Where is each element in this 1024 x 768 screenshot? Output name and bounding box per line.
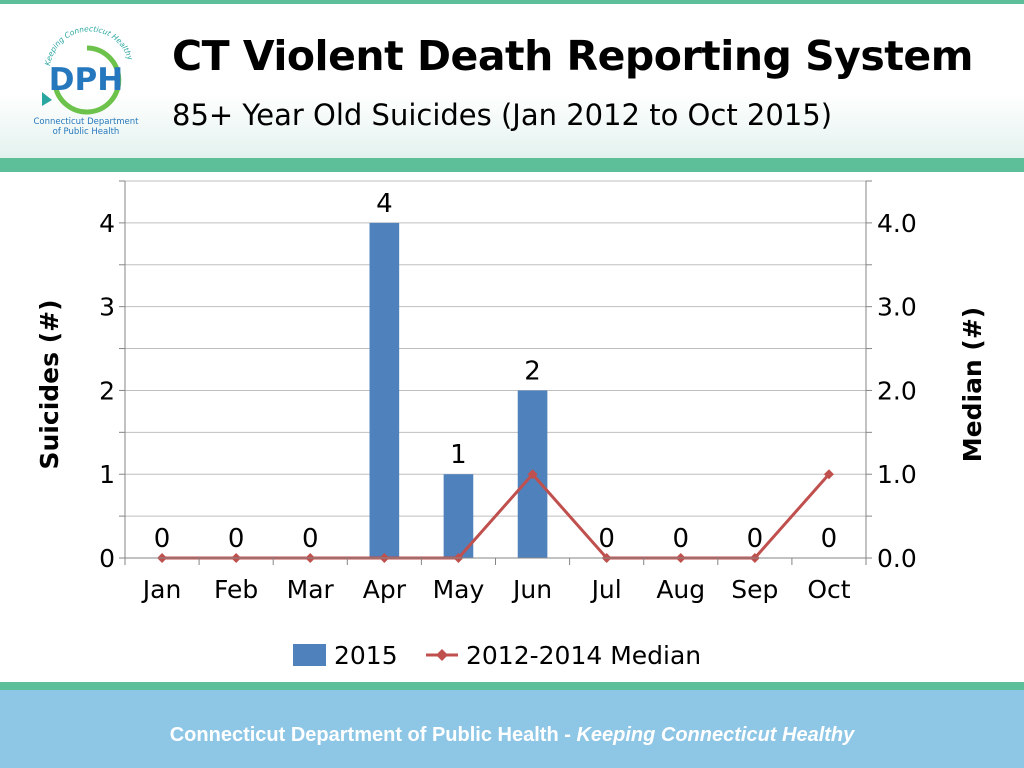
bar-may [443, 474, 474, 558]
legend-label-median: 2012-2014 Median [466, 641, 701, 670]
median-point-oct [823, 469, 834, 480]
data-label-oct: 0 [821, 524, 838, 554]
x-tick-label-aug: Aug [656, 575, 705, 604]
data-label-sep: 0 [747, 524, 764, 554]
x-tick-label-feb: Feb [214, 575, 258, 604]
y-tick-label: 2 [99, 376, 115, 405]
chart-legend: 2015 2012-2014 Median [293, 641, 701, 670]
legend-label-2015: 2015 [334, 641, 398, 670]
y2-axis-title: Median (#) [958, 307, 987, 462]
logo-speech-tail [42, 92, 52, 106]
data-label-jan: 0 [154, 524, 171, 554]
x-tick-label-may: May [433, 575, 485, 604]
logo-ring [52, 45, 122, 115]
legend-swatch-2015 [293, 644, 326, 666]
y2-tick-label: 2.0 [877, 376, 917, 405]
data-labels: 0 0 0 4 1 2 0 0 0 0 [154, 189, 837, 554]
y2-tick-label: 0.0 [877, 544, 917, 573]
chart-axes: 0 1 2 3 4 0.0 1.0 2.0 3.0 4.0 Jan Feb Mar Apr May Jun Ju… [35, 180, 987, 604]
footer-text: Connecticut Department of Public Health … [0, 724, 1024, 747]
header: Keeping Connecticut Healthy DPH Connecti… [0, 0, 1024, 172]
x-tick-label-jun: Jun [511, 575, 552, 604]
y2-tick-label: 4.0 [877, 209, 917, 238]
page-subtitle: 85+ Year Old Suicides (Jan 2012 to Oct 2… [172, 98, 833, 132]
x-tick-label-sep: Sep [731, 575, 778, 604]
y-axis-title: Suicides (#) [35, 300, 64, 470]
data-label-mar: 0 [302, 524, 319, 554]
bar-apr [369, 222, 400, 558]
y-tick-label: 4 [99, 209, 115, 238]
header-divider [0, 158, 1024, 172]
median-point-jun [527, 469, 538, 480]
footer-tagline: Keeping Connecticut Healthy [576, 724, 855, 746]
page-title: CT Violent Death Reporting System [172, 32, 973, 80]
x-tick-label-jul: Jul [590, 575, 622, 604]
logo-caption-line2: of Public Health [53, 127, 120, 137]
y-tick-label: 3 [99, 293, 115, 322]
y2-tick-label: 3.0 [877, 293, 917, 322]
data-label-jun: 2 [524, 356, 541, 386]
legend-swatch-median-marker [436, 649, 448, 661]
logo-caption-line1: Connecticut Department [33, 117, 139, 127]
x-tick-label-jan: Jan [141, 575, 182, 604]
y-tick-label: 1 [99, 460, 115, 489]
dph-logo: Keeping Connecticut Healthy DPH Connecti… [33, 26, 139, 137]
y2-tick-label: 1.0 [877, 460, 917, 489]
data-label-may: 1 [450, 440, 467, 470]
data-label-feb: 0 [228, 524, 245, 554]
logo-letters: DPH [49, 62, 123, 98]
chart-area: 0 0 0 4 1 2 0 0 0 0 0 1 2 3 4 0.0 1.0 2.0 3.0 4.0 Jan Feb Mar… [0, 168, 1024, 682]
chart-grid [125, 180, 866, 517]
data-label-aug: 0 [672, 524, 689, 554]
data-label-jul: 0 [598, 524, 615, 554]
x-tick-label-mar: Mar [287, 575, 335, 604]
data-label-apr: 4 [376, 189, 393, 219]
x-tick-label-apr: Apr [363, 575, 407, 604]
combo-chart: 0 0 0 4 1 2 0 0 0 0 0 1 2 3 4 0.0 1.0 2.0 3.0 4.0 Jan Feb Mar… [35, 180, 987, 670]
y-tick-label: 0 [99, 544, 115, 573]
footer: Connecticut Department of Public Health … [0, 682, 1024, 768]
x-tick-label-oct: Oct [807, 575, 850, 604]
footer-org-name: Connecticut Department of Public Health … [169, 724, 577, 746]
